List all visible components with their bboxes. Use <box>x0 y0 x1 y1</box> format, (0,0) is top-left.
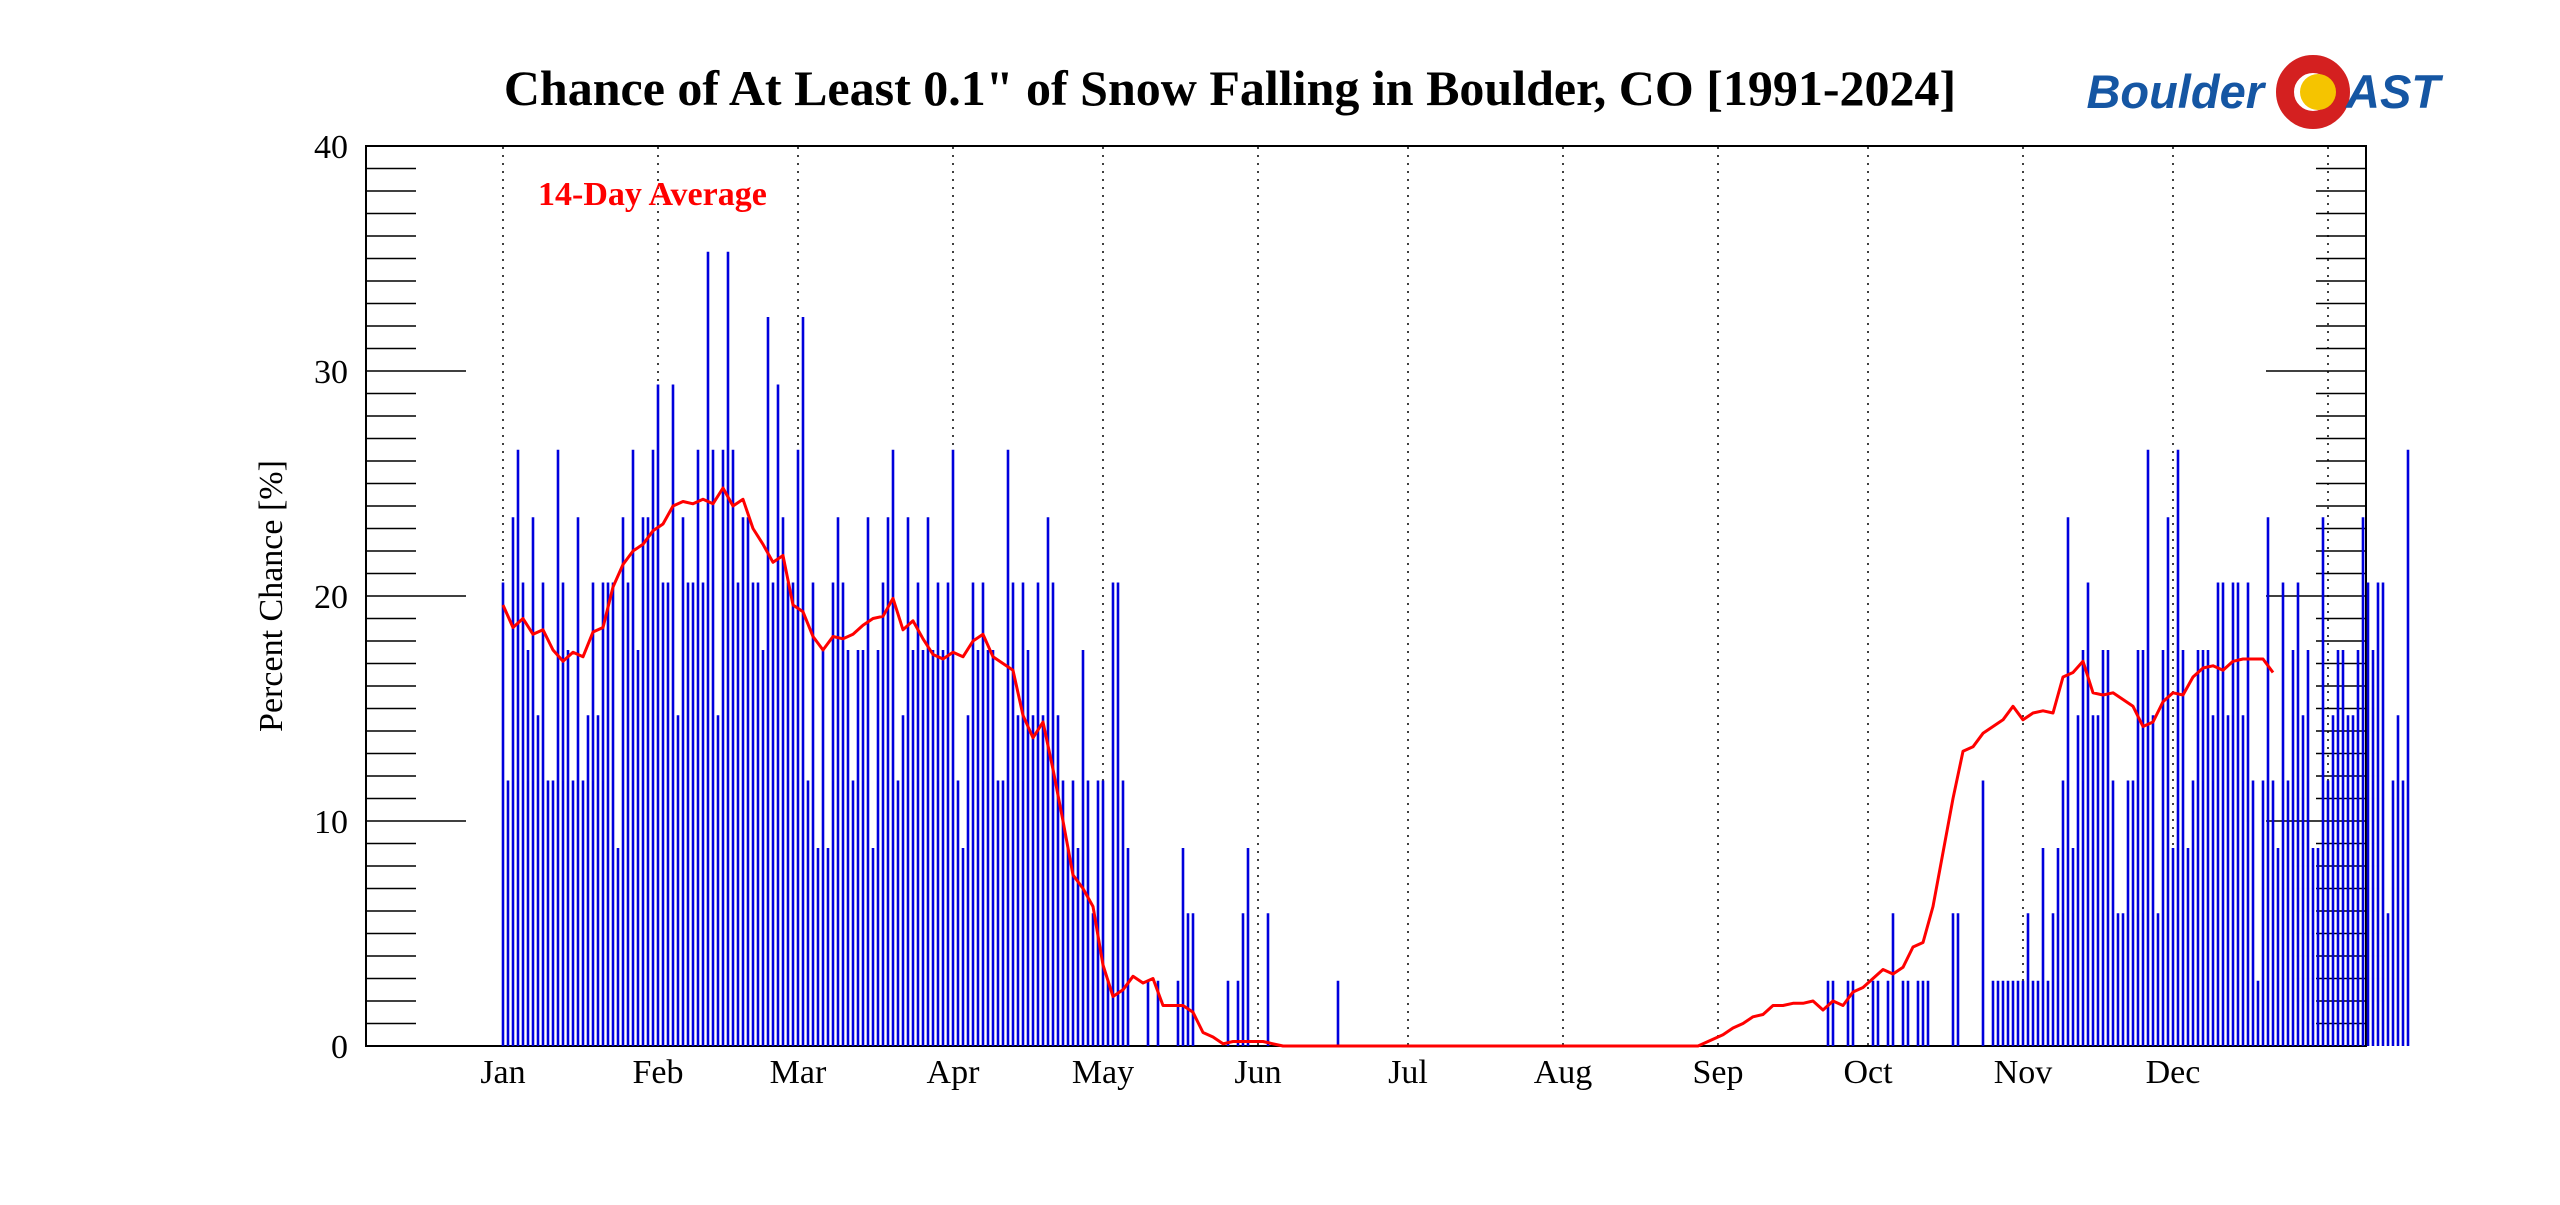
logo-sun-icon <box>2300 74 2336 110</box>
x-axis-month-labels: Jan Feb Mar Apr May Jun Jul Aug Sep Oct Nov Dec <box>480 1054 2200 1091</box>
y-tick-label: 0 <box>331 1029 348 1066</box>
y-tick-label: 20 <box>314 579 348 616</box>
y-axis-label: Percent Chance [%] <box>253 460 290 732</box>
daily-chance-bars <box>501 251 2410 1046</box>
month-label-nov: Nov <box>1994 1054 2053 1091</box>
y-tick-label: 10 <box>314 804 348 841</box>
plot-frame <box>365 145 2367 1047</box>
14-day-average-label: 14-Day Average <box>538 176 767 213</box>
month-label-aug: Aug <box>1534 1054 1593 1091</box>
logo: Boulder AST <box>2086 55 2444 129</box>
14-day-average-line <box>501 486 2275 1048</box>
y-tick-label: 40 <box>314 129 348 166</box>
month-label-feb: Feb <box>633 1054 684 1091</box>
logo-text-right: AST <box>2345 65 2444 118</box>
logo-ring <box>2276 55 2350 129</box>
month-label-sep: Sep <box>1693 1054 1744 1091</box>
month-label-dec: Dec <box>2146 1054 2201 1091</box>
y-minor-ticks <box>366 167 2366 1025</box>
month-label-may: May <box>1072 1054 1134 1091</box>
logo-text-left: Boulder <box>2086 65 2266 118</box>
y-axis-ticks: 0 10 20 30 40 <box>314 129 2366 1066</box>
chart-title: Chance of At Least 0.1" of Snow Falling … <box>504 60 1956 116</box>
month-label-mar: Mar <box>770 1054 827 1091</box>
month-label-jul: Jul <box>1388 1054 1428 1091</box>
y-tick-label: 30 <box>314 354 348 391</box>
month-label-jun: Jun <box>1234 1054 1281 1091</box>
month-label-oct: Oct <box>1843 1054 1893 1091</box>
month-label-apr: Apr <box>927 1054 981 1091</box>
month-label-jan: Jan <box>480 1054 525 1091</box>
